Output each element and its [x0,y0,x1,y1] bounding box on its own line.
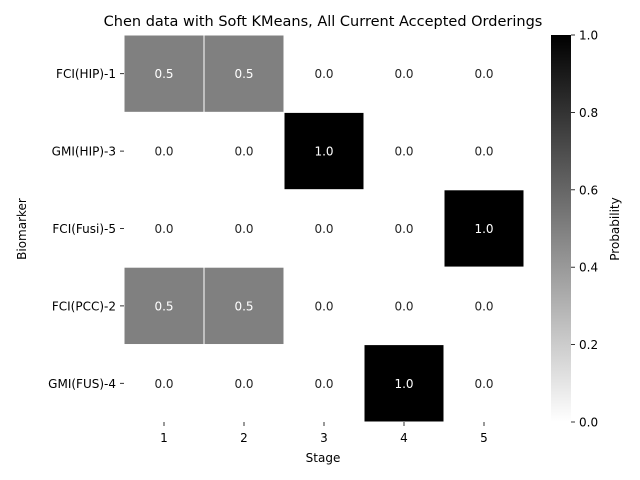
cell-value-label: 0.0 [234,145,253,159]
y-tick-label: FCI(Fusi)-5 [52,222,116,236]
cell-value-label: 0.0 [314,222,333,236]
cell-value-label: 0.0 [314,67,333,81]
heatmap-cell [443,266,525,346]
cell-value-label: 0.0 [394,67,413,81]
heatmap-cell [363,34,445,113]
y-tick-label: GMI(HIP)-3 [52,145,116,159]
heatmap-cell [123,111,205,191]
heatmap-cell [443,344,525,423]
cell-value-label: 0.0 [474,145,493,159]
cell-value-label: 0.5 [234,67,253,81]
cell-value-label: 0.0 [314,299,333,313]
cell-value-label: 0.0 [394,145,413,159]
heatmap-cell [363,266,445,346]
heatmap-cell [123,34,205,113]
heatmap-cell [283,189,365,268]
heatmap-cell [443,111,525,191]
cell-value-label: 0.0 [234,377,253,391]
cell-value-label: 0.0 [154,377,173,391]
chart-title: Chen data with Soft KMeans, All Current … [104,14,543,30]
y-axis-label: Biomarker [15,198,29,260]
colorbar-tick-label: 0.4 [579,261,598,275]
y-tick-label: FCI(PCC)-2 [52,299,116,313]
heatmap-cell [203,34,285,113]
cell-value-label: 0.5 [234,299,253,313]
heatmap-cell [363,189,445,268]
x-tick-label: 2 [240,431,248,445]
cell-value-label: 1.0 [314,145,333,159]
cell-value-label: 0.0 [474,377,493,391]
heatmap-cell [283,266,365,346]
cell-value-label: 0.0 [154,145,173,159]
x-axis-ticks: 1 2 3 4 5 [160,422,488,445]
heatmap-cell [203,344,285,423]
colorbar-tick-label: 0.2 [579,338,598,352]
cell-value-label: 0.5 [154,67,173,81]
heatmap-cell [443,34,525,113]
y-axis-ticks: FCI(HIP)-1 GMI(HIP)-3 FCI(Fusi)-5 FCI(PCC)-… [48,67,124,391]
cell-value-label: 1.0 [394,377,413,391]
colorbar [551,35,571,422]
heatmap-cell [283,344,365,423]
x-tick-label: 4 [400,431,408,445]
heatmap-cell [123,344,205,423]
x-tick-label: 5 [480,431,488,445]
cell-value-label: 1.0 [474,222,493,236]
heatmap-cells: 0.5 0.5 0.0 0.0 0.0 0.0 0.0 1.0 0.0 0.0 0.0 0.0 0.0 0… [123,34,525,423]
x-axis-label: Stage [306,451,341,465]
heatmap-cell [203,266,285,346]
cell-value-label: 0.0 [314,377,333,391]
heatmap-cell [203,189,285,268]
colorbar-ticks: 0.0 0.2 0.4 0.6 0.8 1.0 [571,29,598,430]
colorbar-tick-label: 0.0 [579,416,598,430]
heatmap-cell [443,189,525,268]
heatmap-cell [283,34,365,113]
x-tick-label: 3 [320,431,328,445]
colorbar-tick-label: 0.8 [579,106,598,120]
cell-value-label: 0.0 [394,299,413,313]
colorbar-label: Probability [608,197,622,260]
x-tick-label: 1 [160,431,168,445]
cell-value-label: 0.0 [234,222,253,236]
cell-value-label: 0.0 [474,67,493,81]
colorbar-tick-label: 0.6 [579,183,598,197]
colorbar-tick-label: 1.0 [579,29,598,43]
heatmap-cell [283,111,365,191]
y-tick-label: GMI(FUS)-4 [48,377,116,391]
y-tick-label: FCI(HIP)-1 [56,67,116,81]
cell-value-label: 0.5 [154,299,173,313]
cell-value-label: 0.0 [394,222,413,236]
cell-value-label: 0.0 [474,299,493,313]
cell-value-label: 0.0 [154,222,173,236]
